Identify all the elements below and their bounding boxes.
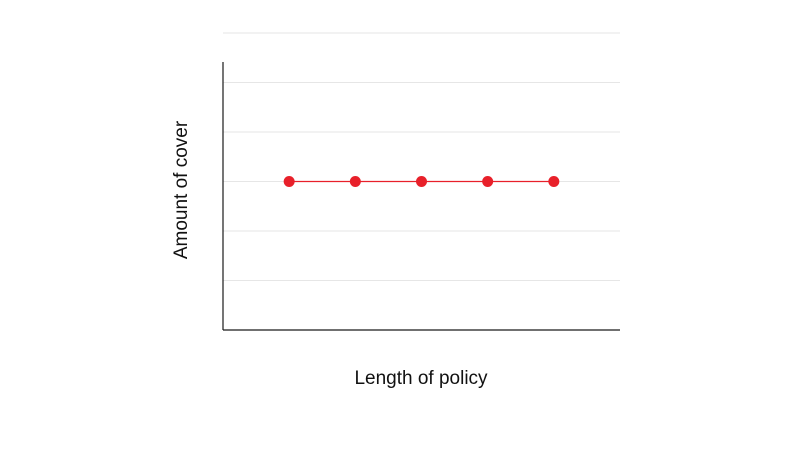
- data-point-2: [349, 176, 361, 187]
- data-point-4: [482, 176, 494, 187]
- x-axis-title: Length of policy: [354, 368, 488, 389]
- series-group: [283, 176, 560, 187]
- gridlines: [223, 32, 620, 281]
- data-point-3: [416, 176, 427, 187]
- y-axis-title: Amount of cover: [171, 120, 192, 259]
- data-point-1: [283, 176, 295, 187]
- data-point-5: [548, 176, 560, 187]
